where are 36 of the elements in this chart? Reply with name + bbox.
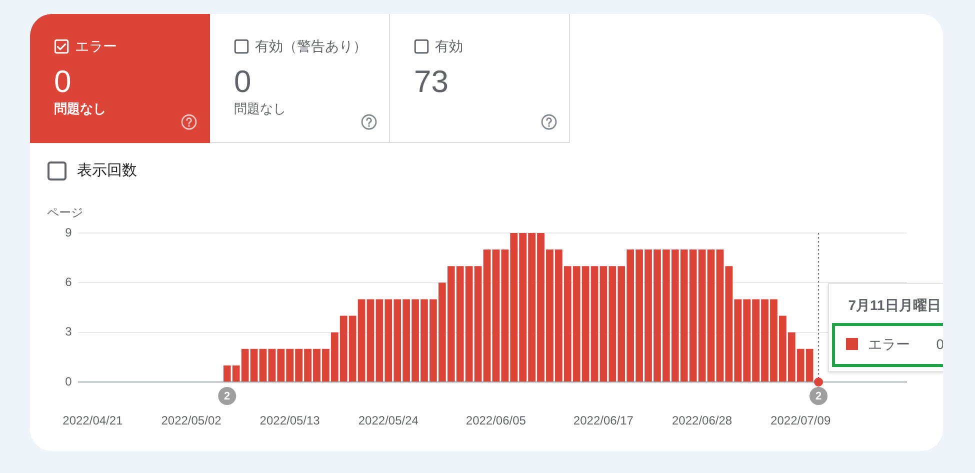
bar <box>358 299 366 382</box>
category-label: 有効 <box>435 38 463 55</box>
legend-label: エラー <box>868 335 910 353</box>
legend-title: 7月11日月曜日 <box>847 296 942 314</box>
bar <box>250 348 258 382</box>
category-label: エラー <box>75 38 117 55</box>
x-tick-label: 2022/05/02 <box>161 414 222 428</box>
text: 問題なし <box>54 101 106 117</box>
x-tick-label: 2022/06/17 <box>573 414 634 428</box>
x-tick-label: 2022/07/09 <box>770 414 831 428</box>
bar <box>241 348 249 382</box>
text: 問題なし <box>234 101 286 117</box>
y-tick-label: 3 <box>65 324 72 339</box>
data-label: 73 <box>414 64 448 99</box>
text: 表示回数 <box>77 162 137 180</box>
y-axis-title: ページ <box>47 205 83 220</box>
x-tick-label: 2022/06/28 <box>672 414 732 428</box>
x-tick-label: 2022/04/21 <box>62 414 124 428</box>
x-tick-label: 2022/06/05 <box>466 414 526 428</box>
bar <box>582 266 590 382</box>
category-label: 有効（警告あり） <box>255 38 367 55</box>
bar <box>590 266 598 382</box>
x-tick-label: 2022/05/24 <box>358 414 419 428</box>
bar <box>483 250 491 382</box>
bar <box>474 266 482 382</box>
y-tick-label: 6 <box>65 274 72 289</box>
data-label: 0 <box>234 64 252 99</box>
tooltip-card: 7月11日月曜日 エラー 0 <box>828 283 943 372</box>
x-tick-label: 2022/05/13 <box>260 414 320 428</box>
y-tick-label: 0 <box>65 374 72 388</box>
bar <box>366 299 374 382</box>
annotation: 2 <box>815 390 822 403</box>
annotation: 2 <box>224 390 230 403</box>
y-tick-label: 9 <box>65 225 72 240</box>
bar <box>698 250 706 382</box>
bar <box>707 250 715 382</box>
